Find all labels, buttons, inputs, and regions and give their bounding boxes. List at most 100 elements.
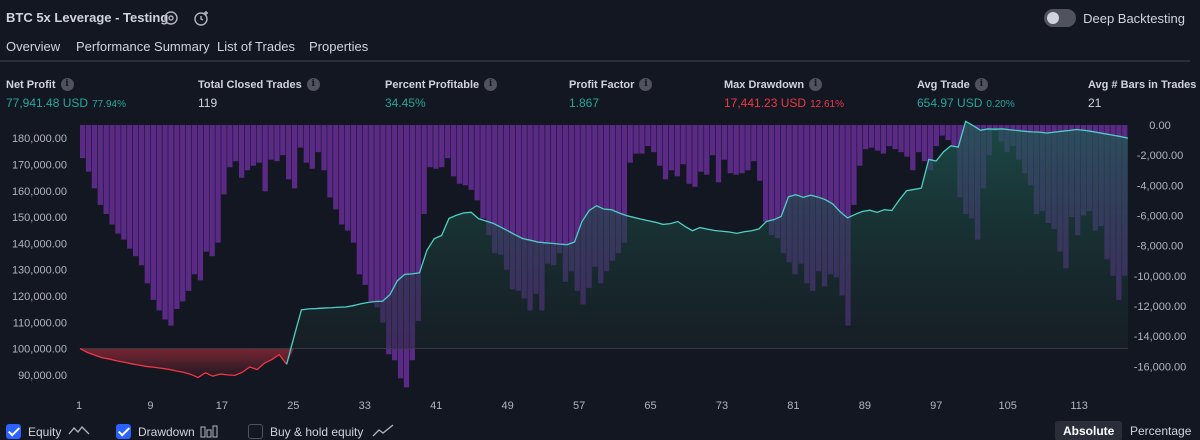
drawdown-bar — [150, 125, 156, 300]
drawdown-bar — [156, 125, 162, 311]
drawdown-bar — [880, 125, 887, 154]
drawdown-bar — [350, 125, 357, 243]
equity-line-negative — [79, 347, 288, 379]
drawdown-bar — [168, 125, 174, 326]
drawdown-bar — [686, 125, 692, 184]
absolute-button[interactable]: Absolute — [1055, 421, 1123, 440]
drawdown-bar — [115, 125, 121, 234]
drawdown-bar — [527, 125, 533, 311]
equity-checkbox[interactable] — [6, 424, 21, 439]
y-right-tick: -6,000.00 — [1137, 210, 1183, 222]
y-right-tick: -8,000.00 — [1137, 241, 1183, 253]
y-right-tick: -16,000.00 — [1134, 361, 1187, 373]
drawdown-bar — [503, 125, 510, 270]
drawdown-bar — [633, 125, 639, 154]
drawdown-bar — [574, 125, 580, 291]
drawdown-bar — [392, 125, 398, 361]
drawdown-bar — [851, 125, 857, 205]
stat-profit-factor: Profit Factor i 1.867 — [569, 78, 653, 110]
drawdown-bar — [421, 125, 427, 214]
drawdown-bar — [945, 125, 951, 141]
settings-icon[interactable] — [162, 9, 180, 27]
stat-net-profit: Net Profit i 77,941.48 USD 77.94% — [6, 78, 126, 110]
drawdown-legend-label: Drawdown — [138, 425, 195, 439]
tab-performance-summary[interactable]: Performance Summary — [76, 39, 210, 54]
tab-bar: Overview Performance Summary List of Tra… — [0, 36, 1200, 62]
drawdown-bar — [380, 125, 386, 323]
stat-max-drawdown: Max Drawdown i 17,441.23 USD 12.61% — [724, 78, 844, 110]
info-icon[interactable]: i — [60, 78, 74, 91]
deep-backtesting-toggle[interactable]: Deep Backtesting — [1044, 9, 1185, 27]
drawdown-bar — [674, 125, 680, 177]
tab-properties[interactable]: Properties — [309, 39, 369, 54]
equity-chart[interactable]: 180,000.00 170,000.00 160,000.00 150,000.00… — [0, 118, 1200, 420]
tab-list-of-trades[interactable]: List of Trades — [217, 39, 296, 54]
drawdown-bar — [97, 125, 103, 205]
stat-avg-trade: Avg Trade i 654.97 USD 0.20% — [917, 78, 1015, 110]
drawdown-bar — [751, 125, 757, 162]
toggle-switch[interactable] — [1044, 9, 1077, 27]
x-tick: 65 — [644, 400, 656, 412]
tab-divider — [0, 60, 1190, 62]
drawdown-bar — [921, 125, 928, 162]
drawdown-bar — [609, 125, 616, 261]
drawdown-bar — [274, 125, 280, 162]
drawdown-bar — [309, 125, 315, 169]
deep-backtesting-label: Deep Backtesting — [1083, 10, 1185, 26]
info-icon[interactable]: i — [484, 78, 498, 91]
stat-label: Avg Trade — [917, 78, 970, 91]
drawdown-bar — [868, 125, 875, 148]
x-tick: 25 — [287, 400, 299, 412]
drawdown-bar — [615, 125, 622, 254]
stat-label: Profit Factor — [569, 78, 635, 91]
drawdown-bar — [910, 125, 916, 171]
info-icon[interactable]: i — [639, 78, 653, 91]
y-left-tick: 170,000.00 — [12, 159, 67, 171]
equity-line — [286, 120, 1129, 365]
drawdown-bar — [933, 125, 939, 147]
add-alert-icon[interactable] — [192, 9, 210, 27]
y-left-tick: 100,000.00 — [12, 344, 67, 356]
drawdown-bar — [598, 125, 604, 284]
drawdown-bar — [433, 125, 439, 169]
info-icon[interactable]: i — [974, 78, 988, 91]
drawdown-bar — [551, 125, 557, 266]
drawdown-bar — [486, 125, 492, 236]
percentage-button[interactable]: Percentage — [1130, 424, 1192, 438]
drawdown-bar — [321, 125, 327, 171]
drawdown-bar — [898, 125, 904, 153]
drawdown-bar — [745, 125, 751, 171]
drawdown-bar — [645, 125, 651, 147]
drawdown-bar — [445, 125, 451, 159]
drawdown-bar — [580, 125, 586, 305]
drawdown-bar — [533, 125, 539, 294]
drawdown-bar — [456, 125, 463, 184]
stat-label: Avg # Bars in Trades — [1088, 78, 1197, 91]
x-tick: 89 — [859, 400, 871, 412]
info-icon[interactable]: i — [306, 78, 320, 91]
drawdown-bar — [121, 125, 127, 240]
info-icon[interactable]: i — [809, 78, 823, 91]
x-tick: 9 — [147, 400, 153, 412]
drawdown-bar — [409, 125, 415, 361]
stat-total-closed-trades: Total Closed Trades i 119 — [198, 78, 320, 110]
y-left-tick: 180,000.00 — [12, 133, 67, 145]
tab-overview[interactable]: Overview — [6, 39, 61, 54]
drawdown-bar — [85, 125, 92, 172]
drawdown-bar — [709, 125, 716, 156]
drawdown-bar — [539, 125, 545, 311]
drawdown-checkbox[interactable] — [116, 424, 131, 439]
drawdown-bar — [521, 125, 527, 299]
drawdown-bar — [786, 125, 792, 263]
buy-hold-checkbox[interactable] — [248, 424, 263, 439]
y-left-tick: 140,000.00 — [12, 238, 67, 250]
drawdown-bar — [757, 125, 763, 181]
drawdown-bar — [386, 125, 392, 355]
drawdown-bar — [191, 125, 198, 275]
drawdown-bar — [586, 125, 592, 288]
drawdown-bar — [762, 125, 769, 222]
drawdown-bar — [327, 125, 333, 198]
drawdown-bar — [904, 125, 910, 157]
drawdown-bar — [715, 125, 722, 183]
drawdown-bar — [886, 125, 892, 147]
